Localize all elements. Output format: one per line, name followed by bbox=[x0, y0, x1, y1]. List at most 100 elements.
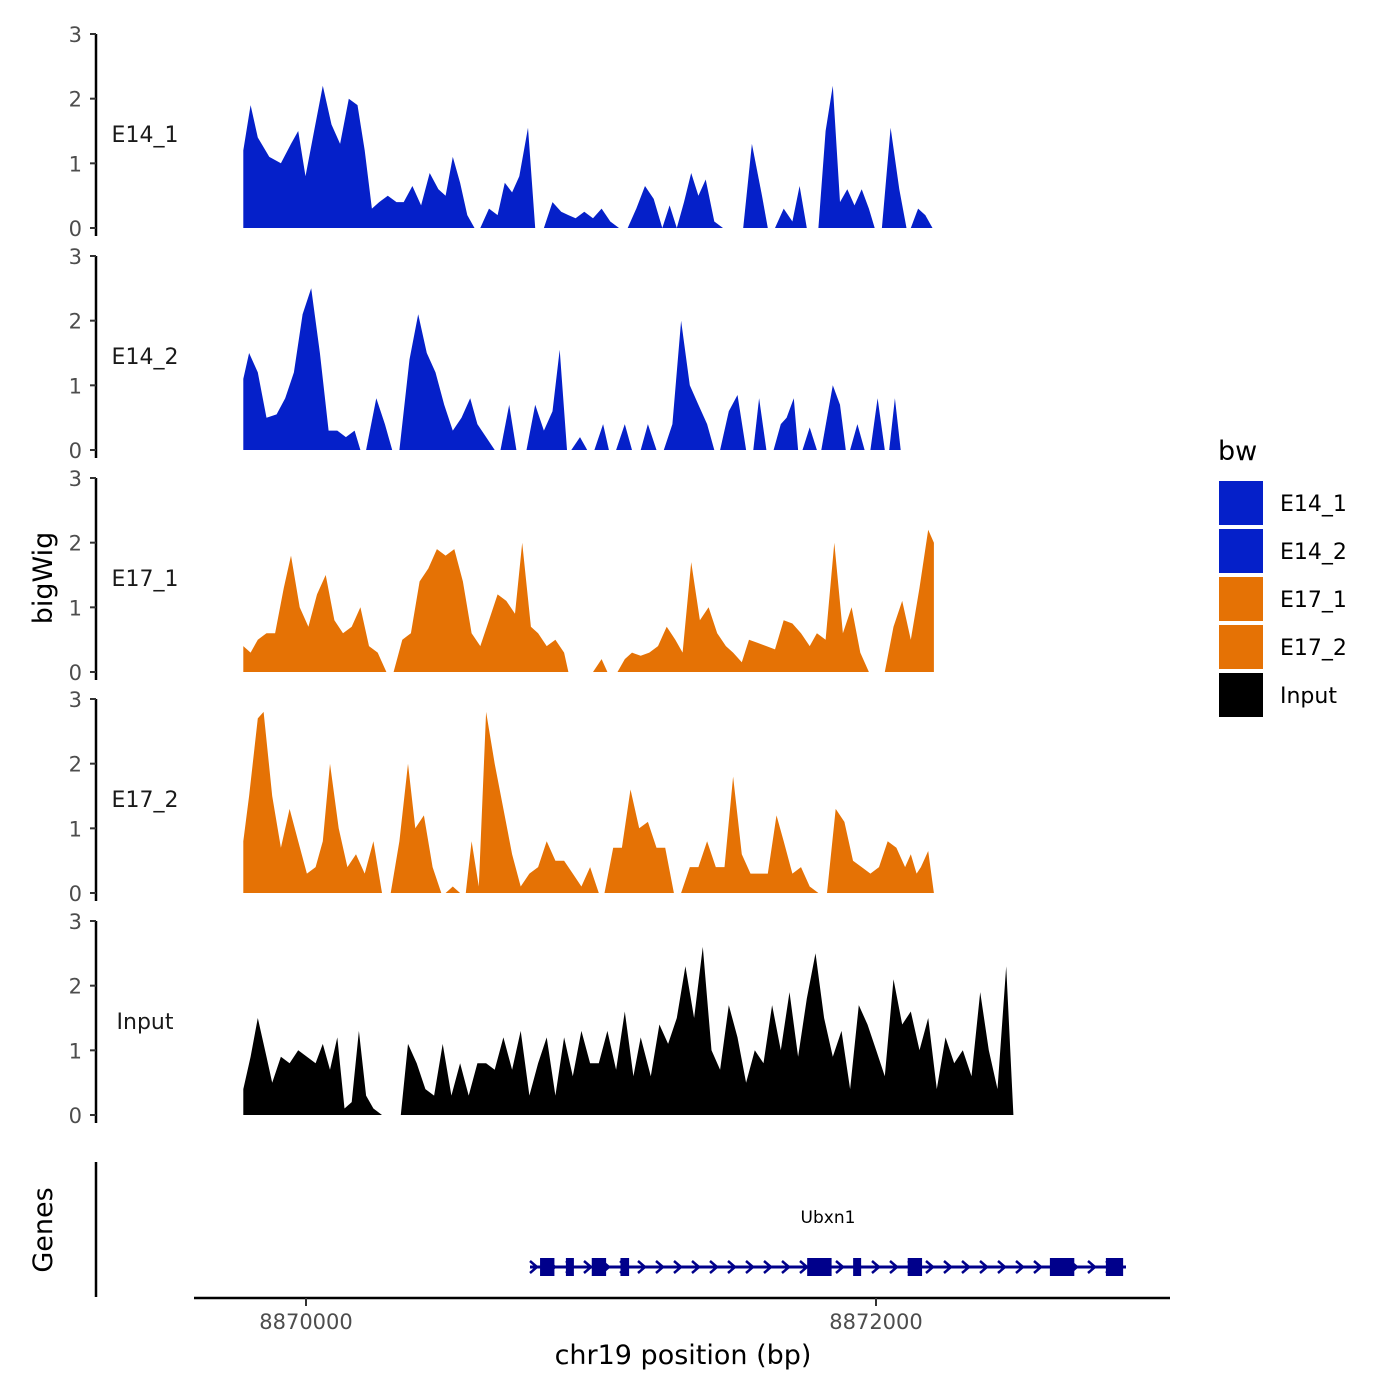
coverage-area bbox=[445, 886, 461, 893]
legend-label: Input bbox=[1280, 684, 1337, 709]
track-label: E14_2 bbox=[112, 345, 179, 370]
coverage-area bbox=[753, 398, 767, 450]
coverage-area bbox=[616, 424, 632, 450]
y-tick-label: 0 bbox=[69, 439, 82, 463]
coverage-area bbox=[821, 385, 846, 450]
exon bbox=[1049, 1258, 1075, 1276]
track-label: E14_1 bbox=[112, 123, 179, 148]
coverage-area bbox=[850, 424, 865, 450]
strand-arrow bbox=[1015, 1260, 1025, 1274]
coverage-area bbox=[773, 398, 799, 450]
coverage-area bbox=[393, 542, 569, 672]
y-tick-label: 3 bbox=[69, 910, 82, 934]
y-tick-label: 0 bbox=[69, 1104, 82, 1128]
legend-key bbox=[1219, 625, 1263, 669]
exon bbox=[591, 1258, 607, 1276]
y-tick-label: 0 bbox=[69, 217, 82, 241]
coverage-area bbox=[390, 763, 442, 893]
legend-key bbox=[1219, 481, 1263, 525]
coverage-area bbox=[243, 711, 382, 893]
strand-arrow bbox=[637, 1260, 647, 1274]
coverage-area bbox=[720, 395, 747, 450]
y-tick-label: 3 bbox=[69, 245, 82, 269]
y-tick-label: 2 bbox=[69, 975, 82, 999]
coverage-area bbox=[681, 776, 819, 893]
x-axis-title: chr19 position (bp) bbox=[555, 1340, 812, 1371]
strand-arrow bbox=[943, 1260, 953, 1274]
track-label: E17_2 bbox=[112, 788, 179, 813]
exon bbox=[620, 1258, 630, 1276]
coverage-area bbox=[743, 143, 768, 228]
legend-key bbox=[1219, 577, 1263, 621]
strand-arrow bbox=[781, 1260, 791, 1274]
x-tick-label: 8870000 bbox=[259, 1310, 353, 1334]
coverage-area bbox=[881, 127, 907, 228]
coverage-area bbox=[500, 404, 517, 450]
coverage-area bbox=[802, 427, 817, 450]
legend-label: E17_2 bbox=[1280, 636, 1347, 661]
strand-arrow bbox=[583, 1260, 593, 1274]
coverage-area bbox=[526, 349, 567, 450]
legend: bw E14_1 E14_2 E17_1 E17_2 Input bbox=[1218, 436, 1347, 717]
strand-arrow bbox=[997, 1260, 1007, 1274]
track-input: 0 1 2 3 Input bbox=[69, 910, 1014, 1128]
strand-arrow bbox=[673, 1260, 683, 1274]
legend-label: E14_1 bbox=[1280, 492, 1347, 517]
y-tick-label: 2 bbox=[69, 310, 82, 334]
coverage-area bbox=[480, 127, 536, 228]
legend-key bbox=[1219, 673, 1263, 717]
coverage-area bbox=[543, 202, 619, 228]
strand-arrow bbox=[889, 1260, 899, 1274]
y-tick-label: 1 bbox=[69, 1039, 82, 1063]
coverage-area bbox=[604, 789, 674, 893]
exon bbox=[907, 1258, 923, 1276]
track-e17-1: 0 1 2 3 E17_1 bbox=[69, 467, 934, 685]
exon bbox=[853, 1258, 862, 1276]
coverage-area bbox=[889, 398, 901, 450]
coverage-area bbox=[827, 808, 934, 893]
coverage-area bbox=[571, 437, 588, 450]
coverage-area bbox=[627, 173, 723, 228]
gene-name-label: Ubxn1 bbox=[801, 1208, 856, 1228]
strand-arrow bbox=[709, 1260, 719, 1274]
coverage-area bbox=[617, 542, 869, 672]
strand-arrow bbox=[871, 1260, 881, 1274]
strand-arrow bbox=[835, 1260, 845, 1274]
gene-panel-title: Genes bbox=[28, 1187, 59, 1272]
y-axis-title: bigWig bbox=[28, 532, 59, 625]
coverage-area bbox=[910, 208, 933, 228]
coverage-area bbox=[884, 529, 934, 672]
coverage-area bbox=[243, 288, 361, 450]
strand-arrow bbox=[655, 1260, 665, 1274]
strand-arrow bbox=[1033, 1260, 1043, 1274]
strand-arrow bbox=[745, 1260, 755, 1274]
y-tick-label: 3 bbox=[69, 23, 82, 47]
coverage-area bbox=[243, 555, 387, 672]
exon bbox=[565, 1258, 574, 1276]
coverage-area bbox=[818, 85, 875, 228]
track-label: Input bbox=[117, 1010, 174, 1035]
coverage-area bbox=[775, 186, 807, 228]
tracks-layer: 0 1 2 3 E14_1 0 1 2 3 E14_2 0 1 2 3 E17_1 0 1 2 3 E17_2 0 1 2 3… bbox=[69, 23, 1014, 1128]
gene-panel: Ubxn1 bbox=[94, 1162, 1126, 1297]
coverage-area bbox=[593, 659, 608, 672]
y-tick-label: 1 bbox=[69, 152, 82, 176]
y-tick-label: 2 bbox=[69, 532, 82, 556]
y-tick-label: 3 bbox=[69, 467, 82, 491]
y-tick-label: 3 bbox=[69, 688, 82, 712]
exon bbox=[807, 1258, 832, 1276]
legend-label: E17_1 bbox=[1280, 588, 1347, 613]
track-e14-2: 0 1 2 3 E14_2 bbox=[69, 245, 901, 463]
strand-arrow bbox=[979, 1260, 989, 1274]
exon bbox=[1105, 1258, 1124, 1276]
coverage-area bbox=[366, 398, 393, 450]
strand-arrow bbox=[727, 1260, 737, 1274]
x-axis: 887000088720008874000 bbox=[194, 1296, 1400, 1334]
legend-label: E14_2 bbox=[1280, 540, 1347, 565]
gene-model: Ubxn1 bbox=[529, 1208, 1126, 1276]
strand-arrow bbox=[961, 1260, 971, 1274]
coverage-area bbox=[243, 1018, 382, 1115]
legend-key bbox=[1219, 529, 1263, 573]
coverage-area bbox=[663, 320, 715, 450]
legend-title: bw bbox=[1218, 436, 1257, 467]
